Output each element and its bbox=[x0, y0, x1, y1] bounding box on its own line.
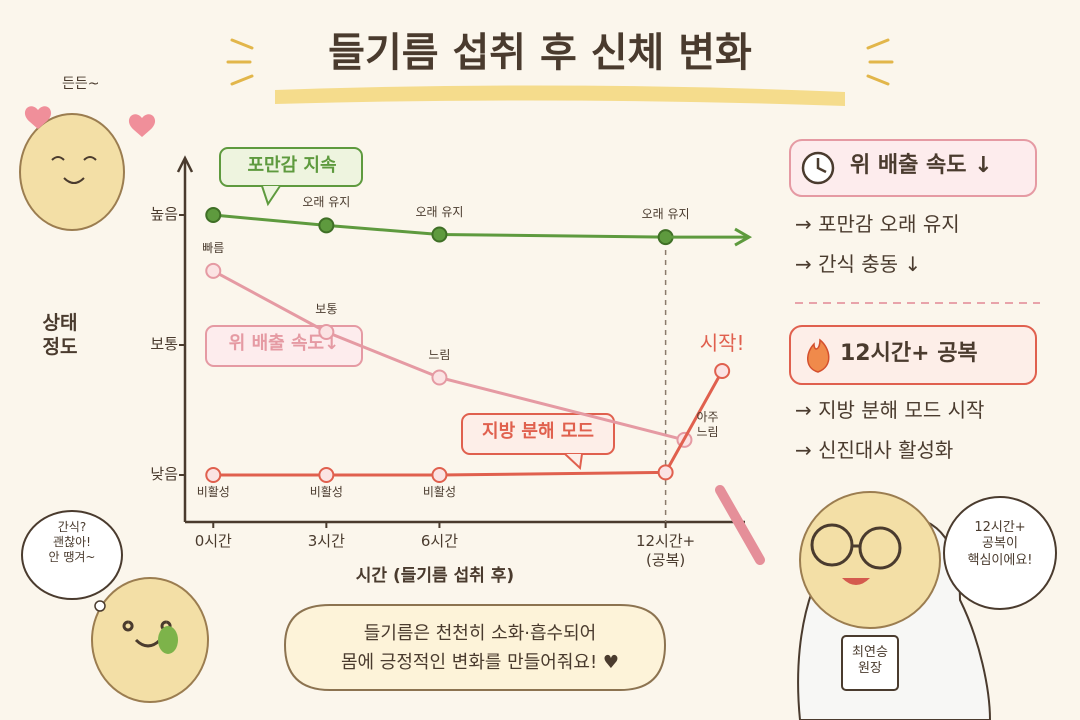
panel-item: → 포만감 오래 유지 bbox=[795, 212, 960, 236]
clock-hands bbox=[816, 158, 827, 174]
footer-text: 들기름은 천천히 소화·흡수되어 몸에 긍정적인 변화를 만들어줘요! ♥ bbox=[340, 623, 620, 673]
glasses bbox=[810, 523, 902, 570]
doctor-mouth bbox=[842, 578, 870, 585]
data-point bbox=[205, 467, 222, 483]
badge-text: 최연승 원장 bbox=[852, 645, 888, 677]
title: 들기름 섭취 후 신체 변화 bbox=[328, 30, 752, 76]
panel-item: → 신진대사 활성화 bbox=[795, 438, 954, 462]
panel-box bbox=[789, 325, 1037, 385]
hearts bbox=[24, 106, 156, 137]
point-label: 빠름 bbox=[202, 240, 225, 255]
point-label: 시작! bbox=[699, 331, 745, 355]
speech: 든든~ bbox=[62, 76, 100, 92]
x-tick-label: 0시간 bbox=[194, 532, 232, 550]
panel-item: → 지방 분해 모드 시작 bbox=[795, 398, 985, 422]
data-point bbox=[714, 363, 731, 379]
x-tick-label: 12시간+ (공복) bbox=[635, 532, 696, 569]
data-point bbox=[205, 262, 222, 279]
data-point bbox=[431, 226, 448, 243]
y-tick-label: 낮음 bbox=[150, 465, 178, 483]
thought-dot bbox=[94, 600, 106, 612]
x-axis-label: 시간 (들기름 섭취 후) bbox=[355, 566, 515, 586]
y-tick-label: 높음 bbox=[150, 205, 178, 223]
speech-bubble bbox=[943, 496, 1057, 610]
x-tick-label: 6시간 bbox=[420, 532, 459, 550]
series-line bbox=[212, 269, 685, 442]
badge bbox=[841, 635, 899, 691]
callout-tail bbox=[261, 185, 281, 207]
point-label: 비활성 bbox=[196, 485, 230, 499]
panel-box bbox=[789, 139, 1037, 197]
x-tick-label: 3시간 bbox=[307, 532, 345, 550]
series-name: 위 배출 속도↓ bbox=[228, 333, 340, 354]
point-label: 비활성 bbox=[309, 485, 343, 499]
speech: 간식? 괜찮아! 안 땡겨~ bbox=[48, 520, 96, 564]
panel-heading: 12시간+ 공복 bbox=[840, 341, 978, 366]
point-label: 오래 유지 bbox=[641, 207, 690, 222]
panel-item: → 간식 충동 ↓ bbox=[795, 252, 922, 276]
character-blob bbox=[91, 577, 209, 703]
footer-bubble bbox=[283, 604, 667, 691]
point-label: 오래 유지 bbox=[415, 204, 464, 219]
data-point bbox=[431, 467, 448, 483]
callout-box bbox=[219, 147, 363, 187]
data-point bbox=[318, 467, 335, 483]
character-blob bbox=[19, 113, 125, 231]
data-point bbox=[318, 324, 335, 340]
axes bbox=[176, 155, 745, 524]
callout-box bbox=[461, 413, 615, 455]
pointer bbox=[715, 485, 765, 565]
point-label: 비활성 bbox=[422, 485, 456, 499]
data-point bbox=[657, 464, 674, 481]
series-name: 포만감 지속 bbox=[247, 155, 337, 176]
data-point bbox=[318, 217, 335, 234]
point-label: 아주 느림 bbox=[696, 409, 719, 439]
point-label: 오래 유지 bbox=[302, 195, 351, 210]
leaf bbox=[158, 626, 178, 654]
character-face bbox=[51, 156, 97, 184]
point-label: 느림 bbox=[428, 347, 451, 362]
speech: 12시간+ 공복이 핵심이에요! bbox=[967, 520, 1033, 568]
data-point bbox=[205, 207, 222, 223]
series-name: 지방 분해 모드 bbox=[482, 421, 594, 442]
panel-heading: 위 배출 속도 ↓ bbox=[850, 153, 993, 178]
point-label: 보통 bbox=[315, 302, 338, 316]
flame-icon bbox=[807, 338, 830, 373]
thought-bubble bbox=[21, 510, 123, 600]
series-line bbox=[213, 213, 666, 239]
title-underline bbox=[275, 85, 845, 106]
callout-tail bbox=[564, 453, 583, 471]
data-point bbox=[431, 369, 448, 386]
title-sparkles bbox=[226, 38, 894, 86]
y-tick-label: 보통 bbox=[150, 335, 178, 353]
y-axis-label: 상태 정도 bbox=[42, 312, 78, 358]
